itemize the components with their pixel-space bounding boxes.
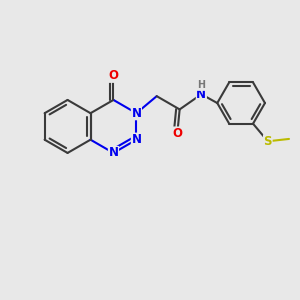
Text: O: O bbox=[109, 69, 118, 82]
Text: N: N bbox=[109, 146, 118, 159]
Text: N: N bbox=[131, 133, 141, 146]
Text: S: S bbox=[263, 135, 272, 148]
Text: O: O bbox=[172, 127, 182, 140]
Text: N: N bbox=[196, 88, 206, 101]
Text: N: N bbox=[131, 107, 141, 120]
Text: H: H bbox=[197, 80, 206, 90]
